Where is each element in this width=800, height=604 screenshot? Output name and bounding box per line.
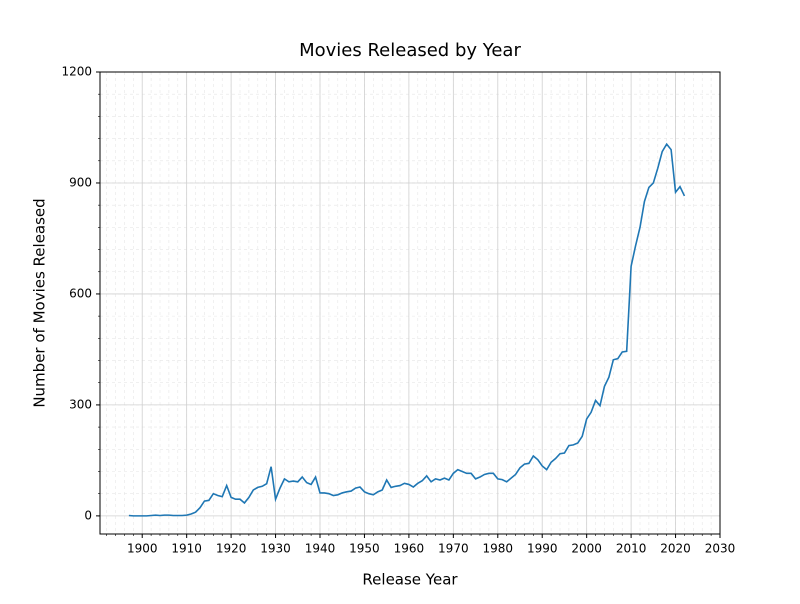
x-tick-label: 1960 (394, 542, 425, 556)
y-tick-label: 900 (69, 175, 92, 189)
chart-title: Movies Released by Year (299, 40, 521, 61)
x-tick-label: 1980 (483, 542, 514, 556)
x-tick-label: 1970 (438, 542, 469, 556)
x-tick-label: 1940 (305, 542, 336, 556)
x-tick-label: 1910 (171, 542, 202, 556)
y-axis-label: Number of Movies Released (31, 198, 49, 407)
y-tick-label: 1200 (61, 65, 92, 79)
plot-frame (99, 71, 721, 535)
data-line (128, 142, 686, 517)
x-tick-label: 2010 (616, 542, 647, 556)
x-tick-label: 2000 (571, 542, 602, 556)
x-tick-label: 1930 (260, 542, 291, 556)
x-tick-label: 1950 (349, 542, 380, 556)
x-axis-label: Release Year (362, 571, 458, 589)
x-tick-label: 1990 (527, 542, 558, 556)
x-tick-label: 2020 (660, 542, 691, 556)
y-tick-label: 300 (69, 397, 92, 411)
x-tick-label: 1920 (216, 542, 247, 556)
x-tick-label: 2030 (705, 542, 736, 556)
x-tick-label: 1900 (127, 542, 158, 556)
y-tick-label: 0 (84, 508, 92, 522)
y-tick-label: 600 (69, 286, 92, 300)
